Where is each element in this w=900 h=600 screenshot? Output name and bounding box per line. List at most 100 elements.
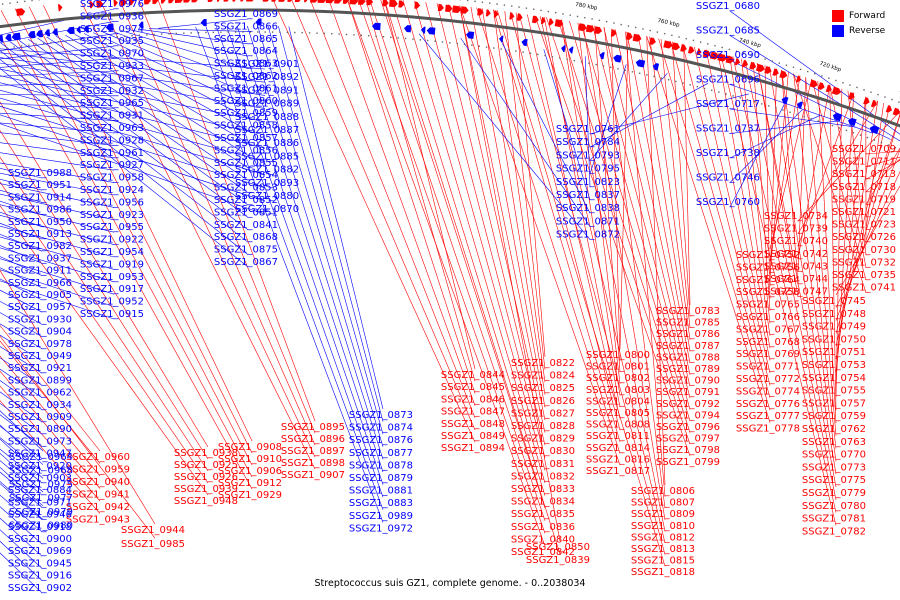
reverse-gene-label[interactable]: SSGZ1_0978: [8, 339, 72, 350]
forward-gene-label[interactable]: SSGZ1_0785: [656, 318, 720, 329]
reverse-gene-label[interactable]: SSGZ1_0680: [696, 1, 760, 12]
forward-gene-label[interactable]: SSGZ1_0929: [218, 490, 282, 501]
forward-gene-label[interactable]: SSGZ1_0719: [832, 194, 896, 205]
forward-gene-label[interactable]: SSGZ1_0803: [586, 385, 650, 396]
reverse-gene-label[interactable]: SSGZ1_0974: [80, 24, 144, 35]
reverse-gene-label[interactable]: SSGZ1_0920: [8, 461, 72, 472]
reverse-gene-label[interactable]: SSGZ1_0866: [214, 21, 278, 32]
forward-gene-label[interactable]: SSGZ1_0734: [764, 211, 828, 222]
reverse-gene-label[interactable]: SSGZ1_0737: [696, 124, 760, 135]
forward-gene-label[interactable]: SSGZ1_0831: [511, 459, 575, 470]
forward-gene-label[interactable]: SSGZ1_0797: [656, 434, 720, 445]
reverse-gene-label[interactable]: SSGZ1_0861: [214, 83, 278, 94]
reverse-gene-label[interactable]: SSGZ1_0784: [556, 137, 620, 148]
forward-gene-label[interactable]: SSGZ1_0818: [631, 567, 695, 578]
reverse-gene-label[interactable]: SSGZ1_0857: [214, 133, 278, 144]
reverse-gene-label[interactable]: SSGZ1_0903: [8, 473, 72, 484]
forward-gene-label[interactable]: SSGZ1_0757: [802, 398, 866, 409]
reverse-gene-label[interactable]: SSGZ1_0915: [80, 309, 144, 320]
forward-gene-label[interactable]: SSGZ1_0896: [281, 434, 345, 445]
forward-gene-label[interactable]: SSGZ1_0721: [832, 207, 896, 218]
reverse-gene-label[interactable]: SSGZ1_0923: [80, 210, 144, 221]
reverse-gene-label[interactable]: SSGZ1_0961: [80, 148, 144, 159]
forward-gene-label[interactable]: SSGZ1_0718: [832, 182, 896, 193]
reverse-gene-label[interactable]: SSGZ1_0962: [8, 388, 72, 399]
forward-gene-label[interactable]: SSGZ1_0772: [736, 374, 800, 385]
forward-gene-label[interactable]: SSGZ1_0809: [631, 509, 695, 520]
forward-gene-label[interactable]: SSGZ1_0906: [218, 466, 282, 477]
reverse-gene-label[interactable]: SSGZ1_0934: [8, 400, 72, 411]
reverse-gene-label[interactable]: SSGZ1_0980: [9, 521, 73, 532]
forward-gene-label[interactable]: SSGZ1_0807: [631, 498, 695, 509]
reverse-gene-label[interactable]: SSGZ1_0982: [8, 241, 72, 252]
forward-gene-label[interactable]: SSGZ1_0763: [802, 437, 866, 448]
reverse-gene-label[interactable]: SSGZ1_0952: [80, 297, 144, 308]
forward-gene-label[interactable]: SSGZ1_0959: [66, 465, 130, 476]
reverse-gene-label[interactable]: SSGZ1_0761: [556, 124, 620, 135]
reverse-gene-label[interactable]: SSGZ1_0975: [9, 479, 73, 490]
reverse-gene-label[interactable]: SSGZ1_0738: [696, 148, 760, 159]
reverse-gene-label[interactable]: SSGZ1_0885: [235, 151, 299, 162]
reverse-gene-label[interactable]: SSGZ1_0956: [80, 197, 144, 208]
reverse-gene-label[interactable]: SSGZ1_0876: [349, 435, 413, 446]
reverse-gene-label[interactable]: SSGZ1_0924: [80, 185, 144, 196]
forward-gene-label[interactable]: SSGZ1_0944: [121, 525, 185, 536]
forward-gene-label[interactable]: SSGZ1_0794: [656, 410, 720, 421]
forward-gene-label[interactable]: SSGZ1_0790: [656, 376, 720, 387]
reverse-gene-label[interactable]: SSGZ1_0889: [235, 99, 299, 110]
reverse-gene-label[interactable]: SSGZ1_0988: [8, 168, 72, 179]
reverse-gene-label[interactable]: SSGZ1_0717: [696, 99, 760, 110]
reverse-gene-label[interactable]: SSGZ1_0989: [349, 511, 413, 522]
reverse-gene-label[interactable]: SSGZ1_0954: [80, 247, 144, 258]
reverse-gene-label[interactable]: SSGZ1_0935: [80, 36, 144, 47]
reverse-gene-label[interactable]: SSGZ1_0950: [8, 217, 72, 228]
forward-gene-label[interactable]: SSGZ1_0806: [631, 486, 695, 497]
reverse-gene-label[interactable]: SSGZ1_0884: [8, 485, 72, 496]
forward-gene-label[interactable]: SSGZ1_0778: [736, 424, 800, 435]
forward-gene-label[interactable]: SSGZ1_0908: [218, 442, 282, 453]
reverse-gene-label[interactable]: SSGZ1_0877: [349, 448, 413, 459]
forward-gene-label[interactable]: SSGZ1_0939: [174, 484, 238, 495]
reverse-gene-label[interactable]: SSGZ1_0854: [214, 170, 278, 181]
forward-gene-label[interactable]: SSGZ1_0942: [66, 502, 130, 513]
reverse-gene-label[interactable]: SSGZ1_0968: [9, 466, 73, 477]
forward-gene-label[interactable]: SSGZ1_0792: [656, 399, 720, 410]
reverse-gene-label[interactable]: SSGZ1_0933: [80, 61, 144, 72]
forward-gene-label[interactable]: SSGZ1_0782: [802, 526, 866, 537]
reverse-gene-label[interactable]: SSGZ1_0841: [214, 220, 278, 231]
forward-gene-label[interactable]: SSGZ1_0756: [736, 262, 800, 273]
forward-gene-label[interactable]: SSGZ1_0907: [281, 470, 345, 481]
forward-gene-label[interactable]: SSGZ1_0814: [586, 443, 650, 454]
reverse-gene-label[interactable]: SSGZ1_0945: [8, 558, 72, 569]
forward-gene-label[interactable]: SSGZ1_0815: [631, 556, 695, 567]
reverse-gene-label[interactable]: SSGZ1_0986: [8, 205, 72, 216]
reverse-gene-label[interactable]: SSGZ1_0946: [8, 510, 72, 521]
forward-gene-label[interactable]: SSGZ1_0825: [511, 383, 575, 394]
forward-gene-label[interactable]: SSGZ1_0796: [656, 422, 720, 433]
reverse-gene-label[interactable]: SSGZ1_0863: [214, 59, 278, 70]
forward-gene-label[interactable]: SSGZ1_0713: [832, 169, 896, 180]
reverse-gene-label[interactable]: SSGZ1_0793: [556, 150, 620, 161]
forward-gene-label[interactable]: SSGZ1_0748: [802, 309, 866, 320]
forward-gene-label[interactable]: SSGZ1_0766: [736, 312, 800, 323]
reverse-gene-label[interactable]: SSGZ1_0904: [8, 327, 72, 338]
reverse-gene-label[interactable]: SSGZ1_0931: [80, 111, 144, 122]
forward-gene-label[interactable]: SSGZ1_0832: [511, 471, 575, 482]
forward-gene-label[interactable]: SSGZ1_0812: [631, 532, 695, 543]
reverse-gene-label[interactable]: SSGZ1_0937: [8, 253, 72, 264]
forward-gene-label[interactable]: SSGZ1_0894: [441, 443, 505, 454]
reverse-gene-label[interactable]: SSGZ1_0976: [80, 0, 144, 10]
reverse-gene-label[interactable]: SSGZ1_0957: [8, 302, 72, 313]
forward-gene-label[interactable]: SSGZ1_0948: [174, 496, 238, 507]
reverse-gene-label[interactable]: SSGZ1_0838: [556, 203, 620, 214]
reverse-gene-label[interactable]: SSGZ1_0958: [80, 173, 144, 184]
forward-gene-label[interactable]: SSGZ1_0770: [802, 450, 866, 461]
reverse-gene-label[interactable]: SSGZ1_0977: [9, 493, 73, 504]
forward-gene-label[interactable]: SSGZ1_0846: [441, 394, 505, 405]
forward-gene-label[interactable]: SSGZ1_0850: [526, 542, 590, 553]
forward-gene-label[interactable]: SSGZ1_0798: [656, 445, 720, 456]
forward-gene-label[interactable]: SSGZ1_0839: [526, 555, 590, 566]
reverse-gene-label[interactable]: SSGZ1_0868: [214, 232, 278, 243]
reverse-gene-label[interactable]: SSGZ1_0967: [80, 73, 144, 84]
forward-gene-label[interactable]: SSGZ1_0813: [631, 544, 695, 555]
